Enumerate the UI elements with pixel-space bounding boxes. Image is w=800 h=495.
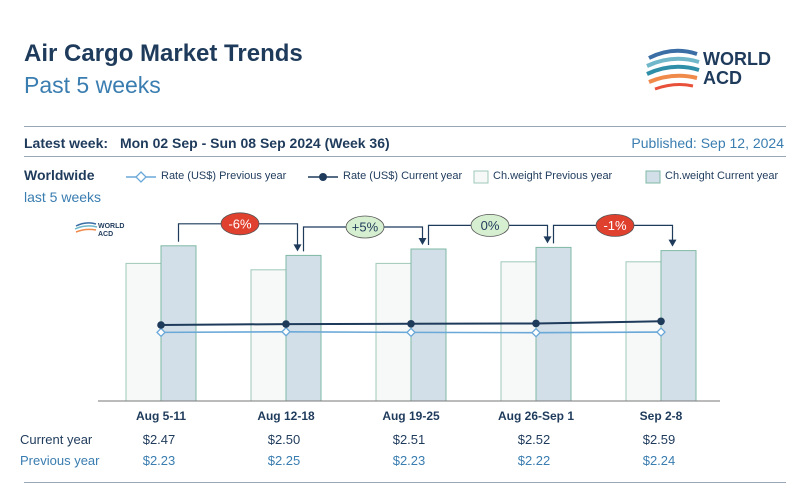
change-arrowhead <box>668 239 677 247</box>
x-tick-label: Aug 5-11 <box>136 409 186 423</box>
rate-prev-year-point <box>531 327 541 338</box>
change-badge-label: -1% <box>603 218 627 233</box>
logo-text: WORLD ACD <box>703 50 771 88</box>
current-year-label: Current year <box>20 432 93 447</box>
legend-rate-prev-symbol <box>126 171 156 183</box>
previous-year-label: Previous year <box>20 453 100 468</box>
current-year-rate-cell: $2.50 <box>267 432 301 447</box>
bar-current-year <box>285 254 322 402</box>
change-arrowhead <box>293 244 302 252</box>
latest-week-label: Latest week: <box>24 135 109 151</box>
current-year-rate-cell: $2.52 <box>517 432 551 447</box>
change-badge-label: 0% <box>481 218 500 233</box>
rate-current-year-point <box>282 320 290 328</box>
current-year-rate-cell: $2.59 <box>642 432 676 447</box>
previous-year-rate-cell: $2.23 <box>142 453 176 468</box>
change-badge <box>220 212 260 236</box>
previous-year-rate-cell: $2.23 <box>392 453 426 468</box>
bar-prev-year <box>250 269 287 402</box>
mid-divider <box>24 156 786 157</box>
chart-small-logo-text2: ACD <box>98 231 113 238</box>
legend-weight-prev: Ch.weight Previous year <box>493 170 613 182</box>
current-year-rate-cell: $2.47 <box>142 432 176 447</box>
x-tick-label: Aug 12-18 <box>257 409 315 423</box>
latest-week: Latest week: Mon 02 Sep - Sun 08 Sep 202… <box>24 135 390 151</box>
rate-current-year-point <box>157 321 165 329</box>
rate-prev-year-point <box>656 327 666 337</box>
rate-current-year-point <box>532 319 540 328</box>
latest-week-value: Mon 02 Sep - Sun 08 Sep 2024 (Week 36) <box>119 135 390 151</box>
x-tick-label: Aug 26-Sep 1 <box>498 409 574 423</box>
region-title: Worldwide <box>24 167 95 183</box>
rate-prev-year-point <box>156 327 166 338</box>
bar-current-year <box>160 245 197 402</box>
previous-year-rate-cell: $2.22 <box>517 453 551 468</box>
legend-rate-cur-symbol <box>308 173 338 181</box>
previous-year-rate-cell: $2.24 <box>642 453 676 468</box>
change-badge <box>345 215 385 239</box>
bar-prev-year <box>500 261 537 402</box>
world-acd-logo: WORLD ACD <box>645 44 795 94</box>
change-badge-label: -6% <box>228 216 252 231</box>
bottom-divider <box>24 482 786 483</box>
page-title: Air Cargo Market Trends <box>24 40 303 67</box>
legend-weight-cur: Ch.weight Current year <box>665 170 779 182</box>
current-year-rate-cell: $2.51 <box>392 432 426 447</box>
change-badge <box>595 213 635 237</box>
logo-text-line2: ACD <box>703 68 742 88</box>
bar-current-year <box>410 248 447 402</box>
bar-current-year <box>660 250 697 402</box>
page-subtitle: Past 5 weeks <box>24 72 161 98</box>
legend-rate-prev: Rate (US$) Previous year <box>161 170 287 182</box>
logo-text-line1: WORLD <box>703 49 771 69</box>
x-tick-label: Sep 2-8 <box>640 409 683 423</box>
published-date: Published: Sep 12, 2024 <box>631 135 784 151</box>
chart-small-logo: WORLD ACD <box>74 222 124 238</box>
x-tick-label: Aug 19-25 <box>382 409 440 423</box>
legend-weight-cur-symbol <box>645 170 661 184</box>
change-arrowhead <box>543 236 552 244</box>
logo-swoosh-icon <box>646 48 700 91</box>
bar-prev-year <box>125 262 162 402</box>
previous-year-rate-cell: $2.25 <box>267 453 301 468</box>
region-subtitle: last 5 weeks <box>24 189 102 205</box>
change-badge-label: +5% <box>352 220 379 235</box>
change-badge <box>470 213 510 237</box>
rate-current-year-point <box>657 317 665 326</box>
change-arrowhead <box>418 238 427 245</box>
legend-rate-cur: Rate (US$) Current year <box>343 170 463 182</box>
rate-current-year-point <box>407 319 415 328</box>
rate-prev-year-point <box>406 327 416 338</box>
top-divider <box>24 126 786 127</box>
legend-weight-prev-symbol <box>473 170 489 184</box>
rate-prev-year-point <box>281 326 291 337</box>
chart-small-logo-text1: WORLD <box>98 223 124 230</box>
